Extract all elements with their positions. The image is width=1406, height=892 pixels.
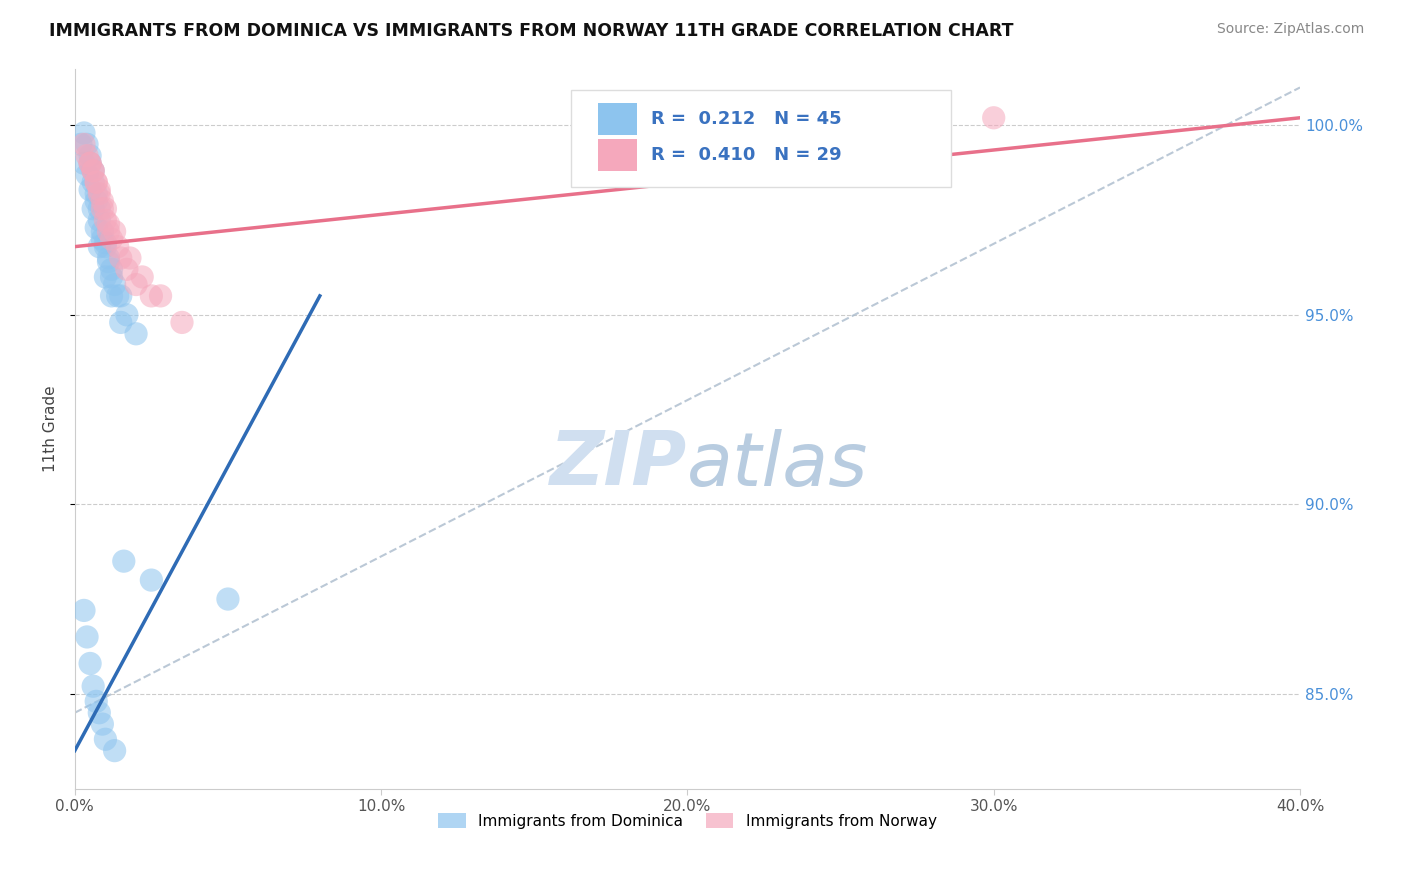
Text: ZIP: ZIP [550, 428, 688, 501]
Point [89, 239, 111, 253]
Point [104, 277, 127, 292]
Point [84, 194, 107, 209]
Point [91, 232, 114, 246]
Bar [598, 103, 637, 136]
Point [73, 137, 96, 152]
Point [170, 315, 193, 329]
Point [70, 137, 93, 152]
Point [89, 202, 111, 216]
Point [79, 149, 101, 163]
Point [107, 239, 129, 253]
Point [94, 202, 117, 216]
Point [94, 732, 117, 747]
Point [84, 186, 107, 201]
Point [100, 269, 122, 284]
Point [104, 224, 127, 238]
Text: atlas: atlas [688, 428, 869, 500]
Point [91, 224, 114, 238]
Point [110, 289, 132, 303]
Point [131, 269, 153, 284]
Point [82, 164, 104, 178]
Point [97, 254, 120, 268]
Bar [598, 139, 637, 171]
Point [91, 202, 114, 216]
Point [125, 277, 148, 292]
Point [79, 183, 101, 197]
Point [79, 657, 101, 671]
Point [94, 239, 117, 253]
Point [94, 269, 117, 284]
Point [84, 175, 107, 189]
Y-axis label: 11th Grade: 11th Grade [44, 385, 58, 472]
Point [84, 175, 107, 189]
Point [79, 156, 101, 170]
Point [104, 744, 127, 758]
Point [115, 308, 138, 322]
Point [73, 126, 96, 140]
Point [217, 592, 239, 607]
Point [79, 156, 101, 170]
Point [112, 554, 135, 568]
Point [73, 603, 96, 617]
FancyBboxPatch shape [571, 90, 950, 187]
Point [110, 315, 132, 329]
Point [100, 289, 122, 303]
Point [82, 164, 104, 178]
Point [89, 186, 111, 201]
Point [141, 289, 163, 303]
Point [76, 137, 98, 152]
Point [97, 224, 120, 238]
Text: Source: ZipAtlas.com: Source: ZipAtlas.com [1216, 22, 1364, 37]
Point [84, 694, 107, 708]
Text: R =  0.212   N = 45: R = 0.212 N = 45 [651, 111, 841, 128]
Point [94, 235, 117, 250]
Text: R =  0.410   N = 29: R = 0.410 N = 29 [651, 146, 841, 164]
Point [100, 232, 122, 246]
Point [84, 220, 107, 235]
Point [94, 213, 117, 227]
Point [73, 156, 96, 170]
Point [107, 289, 129, 303]
Text: IMMIGRANTS FROM DOMINICA VS IMMIGRANTS FROM NORWAY 11TH GRADE CORRELATION CHART: IMMIGRANTS FROM DOMINICA VS IMMIGRANTS F… [49, 22, 1014, 40]
Legend: Immigrants from Dominica, Immigrants from Norway: Immigrants from Dominica, Immigrants fro… [432, 806, 942, 835]
Point [91, 194, 114, 209]
Point [76, 168, 98, 182]
Point [89, 183, 111, 197]
Point [100, 262, 122, 277]
Point [76, 149, 98, 163]
Point [79, 156, 101, 170]
Point [82, 175, 104, 189]
Point [115, 262, 138, 277]
Point [82, 164, 104, 178]
Point [125, 326, 148, 341]
Point [82, 679, 104, 693]
Point [82, 202, 104, 216]
Point [89, 213, 111, 227]
Point [983, 111, 1005, 125]
Point [76, 630, 98, 644]
Point [89, 706, 111, 720]
Point [149, 289, 172, 303]
Point [97, 217, 120, 231]
Point [141, 573, 163, 587]
Point [97, 251, 120, 265]
Point [676, 111, 699, 125]
Point [118, 251, 141, 265]
Point [110, 251, 132, 265]
Point [91, 717, 114, 731]
